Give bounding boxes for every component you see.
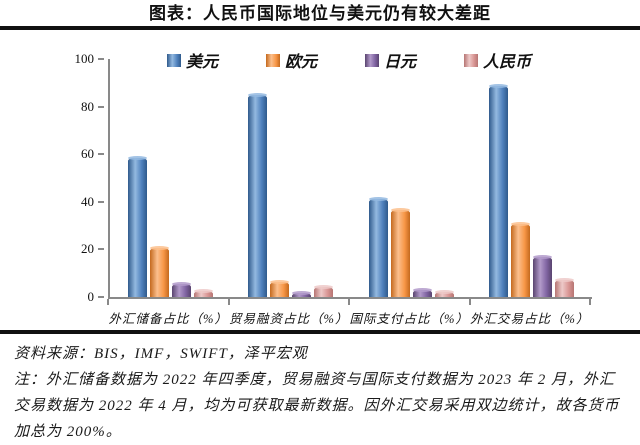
bar bbox=[193, 288, 213, 297]
legend-item: 欧元 bbox=[265, 48, 317, 72]
y-tick-label: 60 bbox=[81, 146, 94, 162]
legend-item: 日元 bbox=[365, 48, 416, 72]
y-tick-label: 20 bbox=[81, 241, 94, 257]
x-tick-mark bbox=[589, 299, 591, 305]
y-tick-label: 80 bbox=[81, 98, 94, 114]
bar-cap bbox=[127, 155, 147, 160]
legend-label: 欧元 bbox=[284, 54, 317, 71]
legend-label: 人民币 bbox=[483, 54, 532, 71]
legend-swatch-icon bbox=[464, 53, 479, 67]
y-tick-mark bbox=[98, 200, 104, 203]
bar-cap bbox=[555, 278, 575, 283]
bar-cap bbox=[511, 222, 531, 227]
bar-cap bbox=[368, 197, 388, 202]
bar bbox=[171, 281, 191, 297]
x-tick-mark bbox=[227, 299, 230, 305]
bar-cap bbox=[390, 208, 410, 213]
bar bbox=[434, 289, 454, 297]
note-text: 注：外汇储备数据为 2022 年四季度，贸易融资与国际支付数据为 2023 年 … bbox=[14, 372, 620, 440]
x-axis-labels: 外汇储备占比（%） 贸易融资占比（%） 国际支付占比（%） 外汇交易占比（%） bbox=[108, 308, 590, 327]
y-axis: 0 20 40 60 80 100 bbox=[0, 51, 104, 304]
bar bbox=[149, 245, 169, 297]
y-tick-mark bbox=[98, 248, 104, 251]
y-tick-mark bbox=[98, 296, 104, 298]
footer: 资料来源：BIS，IMF，SWIFT，泽平宏观 注：外汇储备数据为 2022 年… bbox=[0, 334, 640, 445]
bar bbox=[390, 208, 410, 297]
bar-group bbox=[472, 59, 593, 297]
bar-cap bbox=[292, 290, 312, 295]
bar bbox=[555, 278, 575, 297]
bar bbox=[270, 280, 290, 297]
bar-cap bbox=[314, 284, 334, 289]
top-divider bbox=[0, 26, 640, 30]
bar-cap bbox=[533, 255, 553, 260]
y-tick-label: 0 bbox=[87, 289, 95, 304]
bar bbox=[511, 222, 531, 297]
legend-swatch-icon bbox=[265, 53, 280, 67]
bar-cap bbox=[248, 92, 268, 97]
bar-cap bbox=[149, 245, 169, 250]
plot-bars bbox=[110, 59, 592, 297]
bar bbox=[248, 92, 268, 297]
bar-cap bbox=[412, 287, 432, 292]
bar bbox=[314, 284, 334, 297]
x-tick-mark bbox=[468, 299, 471, 305]
bar bbox=[412, 287, 432, 297]
bottom-divider bbox=[0, 330, 640, 334]
bar-cap bbox=[193, 288, 213, 293]
y-tick-label: 100 bbox=[74, 51, 95, 66]
x-category-label: 国际支付占比（%） bbox=[349, 312, 469, 326]
x-category-label: 外汇储备占比（%） bbox=[108, 312, 228, 326]
source-line: 资料来源：BIS，IMF，SWIFT，泽平宏观 bbox=[14, 346, 308, 362]
legend-swatch-icon bbox=[166, 53, 181, 67]
bar-group bbox=[231, 59, 352, 297]
x-category-label: 贸易融资占比（%） bbox=[229, 312, 349, 326]
bar bbox=[533, 255, 553, 297]
y-tick-mark bbox=[98, 153, 104, 156]
legend-label: 日元 bbox=[384, 54, 417, 71]
bar bbox=[292, 290, 312, 297]
page-title: 图表：人民币国际地位与美元仍有较大差距 bbox=[149, 4, 491, 23]
y-tick-mark bbox=[98, 105, 104, 108]
y-tick-label: 40 bbox=[81, 193, 94, 209]
plot-area bbox=[108, 59, 592, 299]
legend-item: 人民币 bbox=[464, 48, 531, 72]
bar-chart: 美元 欧元 日元 人民币 0 20 40 60 80 100 外汇储备占比（%） 贸易融资占比（%… bbox=[0, 30, 640, 330]
legend-swatch-icon bbox=[365, 53, 379, 67]
x-tick-mark bbox=[107, 299, 109, 305]
bar-cap bbox=[489, 84, 509, 89]
bar bbox=[489, 84, 509, 297]
x-category-label: 外汇交易占比（%） bbox=[470, 312, 590, 326]
bar bbox=[368, 197, 388, 297]
bar-group bbox=[110, 59, 231, 297]
bar-group bbox=[351, 59, 472, 297]
x-tick-mark bbox=[348, 299, 350, 305]
bar bbox=[127, 155, 147, 297]
legend: 美元 欧元 日元 人民币 bbox=[108, 47, 590, 73]
bar-cap bbox=[171, 281, 191, 286]
bar-cap bbox=[434, 289, 454, 294]
x-axis-ticks bbox=[107, 299, 591, 305]
y-tick-mark bbox=[98, 58, 104, 60]
legend-item: 美元 bbox=[166, 48, 218, 72]
bar-cap bbox=[270, 280, 290, 285]
legend-label: 美元 bbox=[185, 54, 218, 71]
